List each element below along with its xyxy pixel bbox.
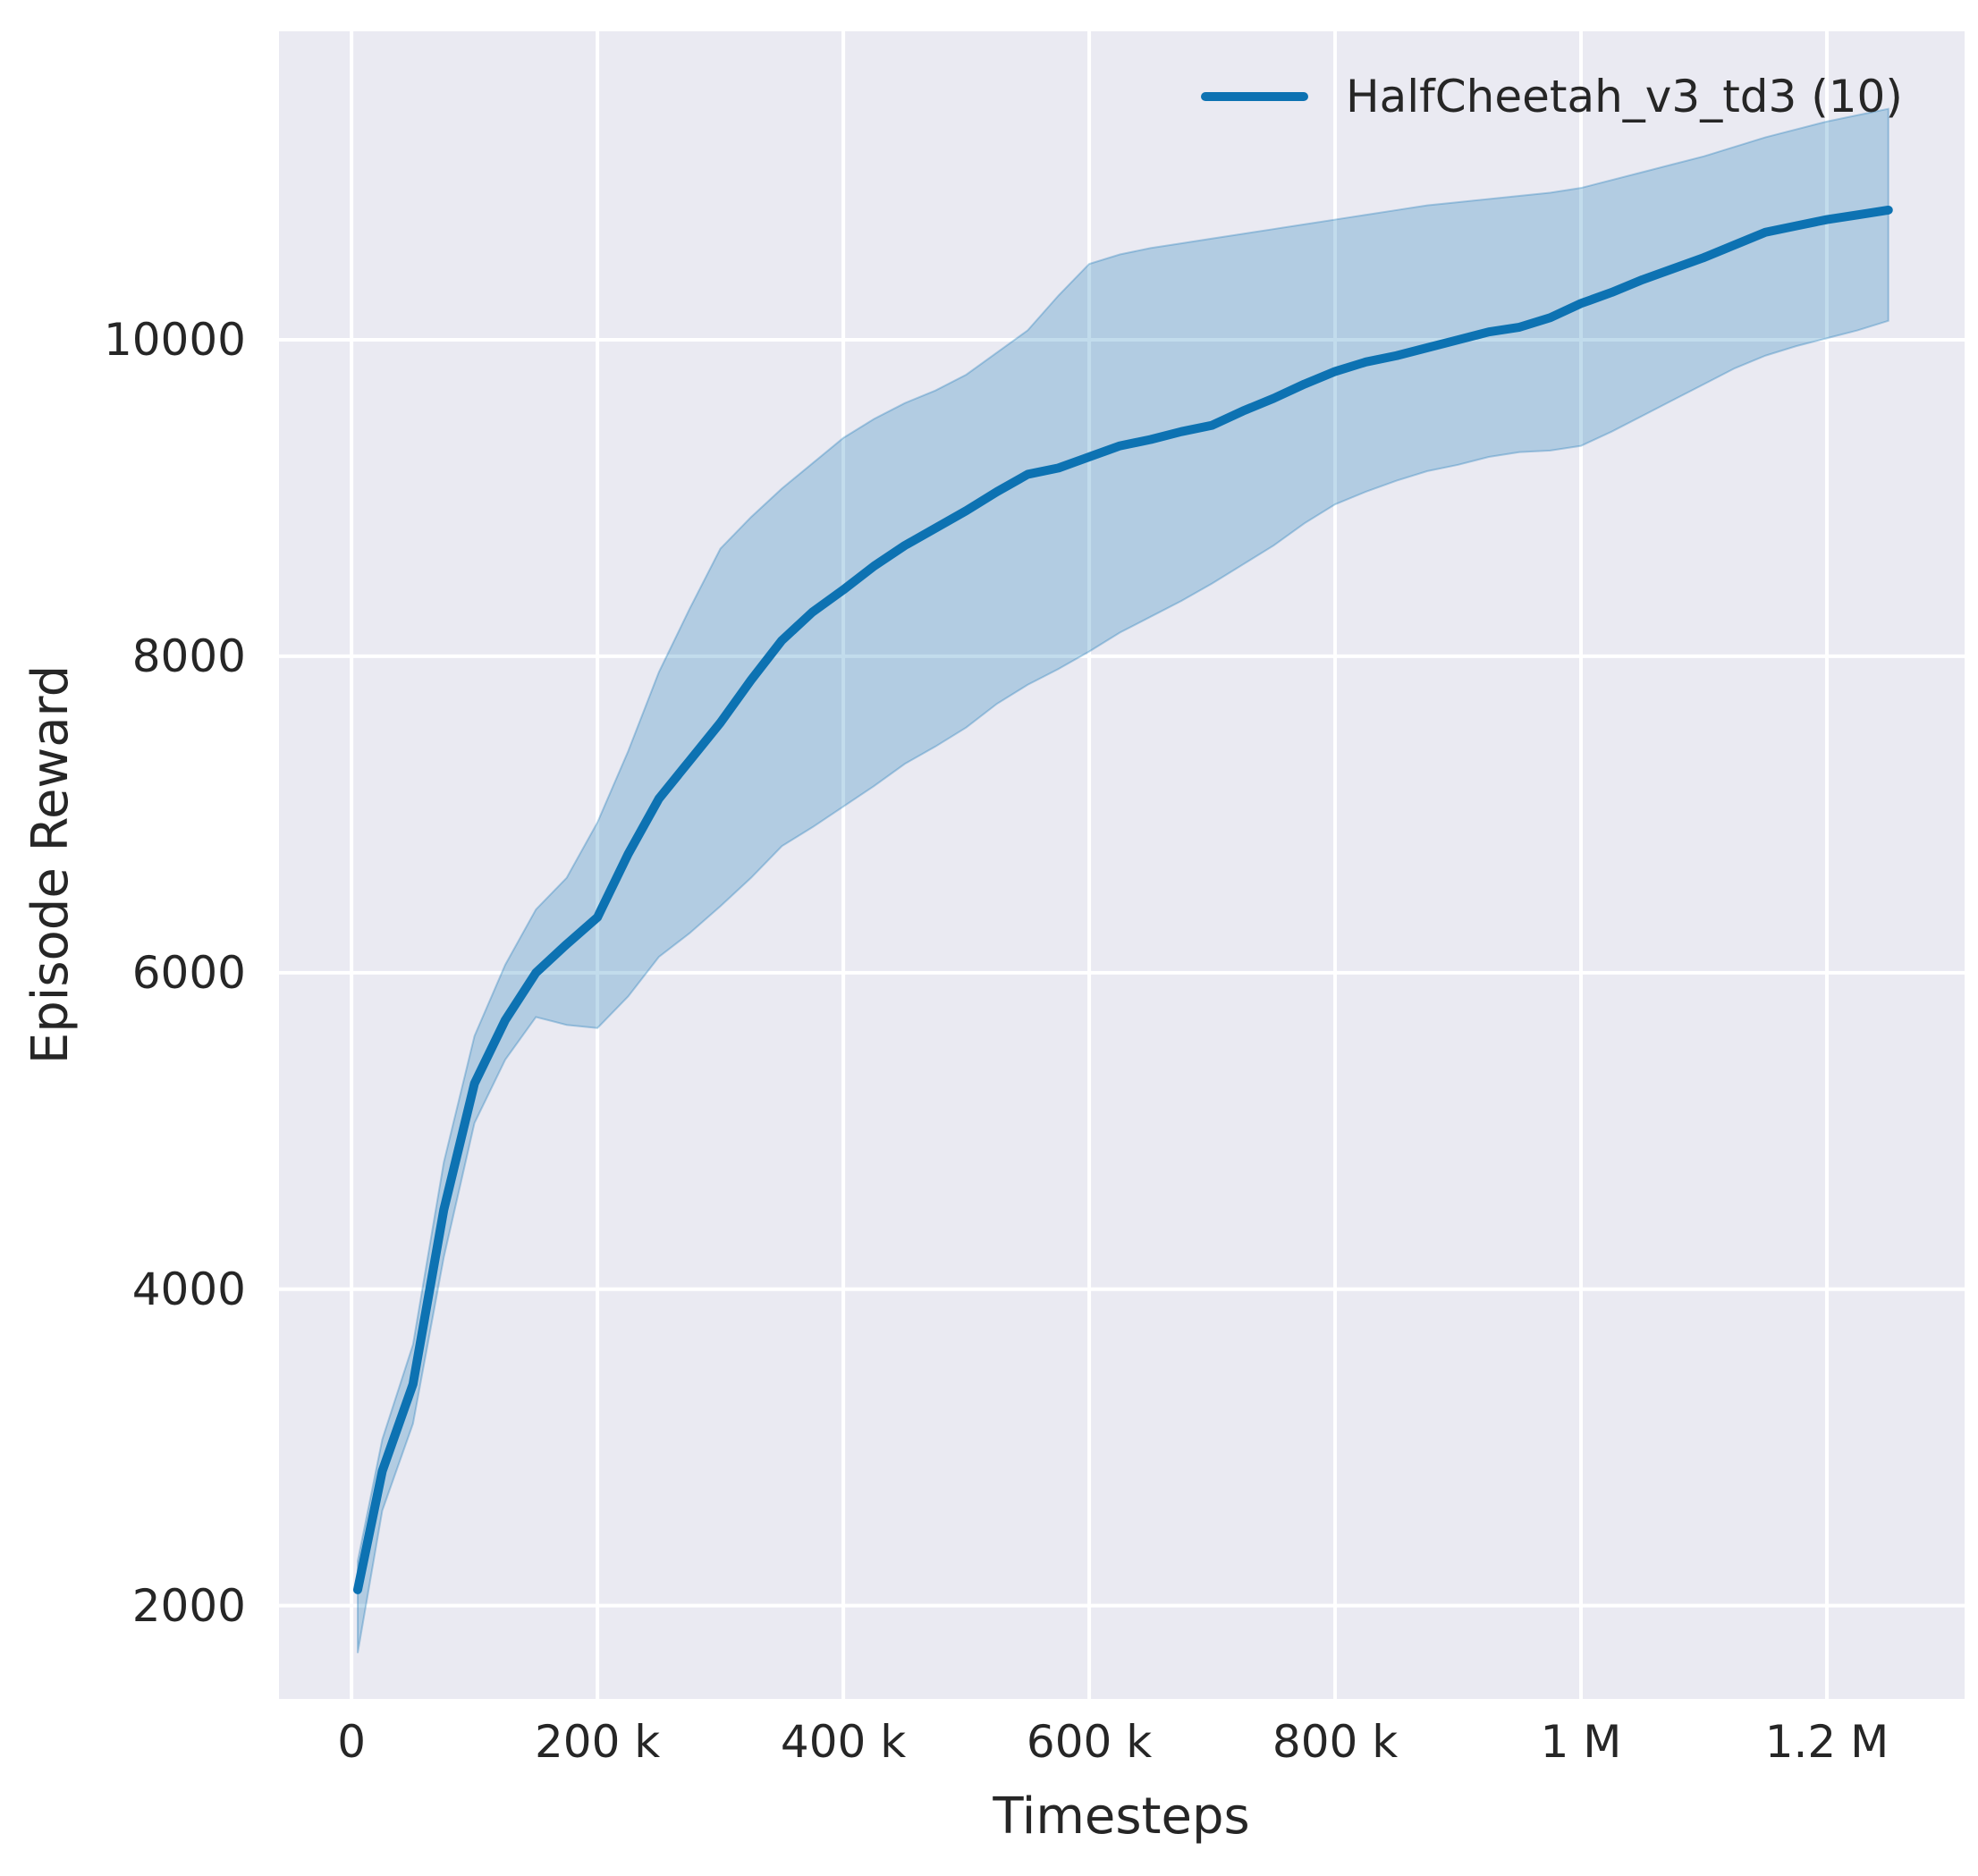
x-tick-label: 1 M (1540, 1716, 1622, 1768)
confidence-band (356, 107, 1889, 1653)
y-axis-label: Episode Reward (21, 664, 80, 1065)
legend-label: HalfCheetah_v3_td3 (10) (1346, 71, 1903, 123)
x-tick-label: 400 k (780, 1716, 907, 1768)
x-tick-label: 800 k (1272, 1716, 1399, 1768)
axes-background (279, 31, 1965, 1699)
y-tick-label: 4000 (131, 1263, 246, 1315)
x-tick-label: 200 k (534, 1716, 661, 1768)
y-tick-label: 8000 (131, 630, 246, 682)
y-tick-label: 10000 (103, 314, 246, 367)
x-tick-label: 600 k (1026, 1716, 1153, 1768)
y-tick-label: 2000 (131, 1579, 246, 1632)
legend-line-sample (1201, 92, 1308, 101)
mean-line (352, 205, 1893, 1594)
x-tick-label: 0 (337, 1716, 367, 1768)
x-axis-label: Timesteps (993, 1787, 1250, 1846)
x-tick-label: 1.2 M (1764, 1716, 1889, 1768)
legend: HalfCheetah_v3_td3 (10) (1199, 63, 1903, 130)
y-tick-label: 6000 (131, 946, 246, 999)
